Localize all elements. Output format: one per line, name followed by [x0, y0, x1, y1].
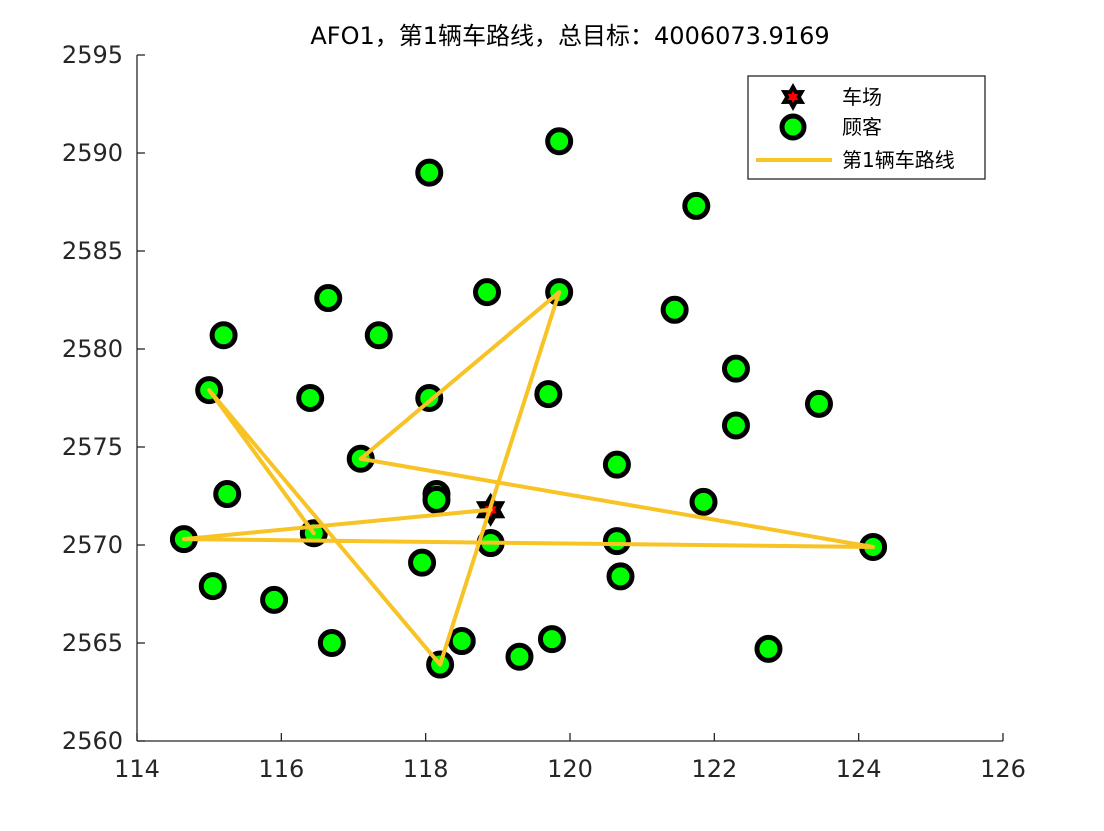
customer-point	[422, 485, 451, 514]
customer-point	[602, 450, 631, 479]
customer-point	[689, 487, 718, 516]
customer-point	[408, 548, 437, 577]
customer-point	[682, 191, 711, 220]
customer-point	[721, 354, 750, 383]
customer-point	[415, 158, 444, 187]
customer-point	[314, 284, 343, 313]
y-tick-label: 2565	[62, 629, 123, 657]
plot-area	[169, 127, 888, 679]
y-tick-label: 2595	[62, 41, 123, 69]
customer-point	[804, 389, 833, 418]
x-tick-label: 116	[258, 755, 304, 783]
customer-point	[754, 634, 783, 663]
customer-point	[602, 527, 631, 556]
legend-label: 车场	[842, 85, 882, 109]
x-tick-label: 118	[403, 755, 449, 783]
x-tick-label: 124	[836, 755, 882, 783]
legend-depot-marker-center	[787, 91, 799, 103]
customer-point	[537, 625, 566, 654]
customer-point	[534, 380, 563, 409]
customer-point	[660, 295, 689, 324]
customer-point	[721, 411, 750, 440]
customer-point	[317, 629, 346, 657]
legend-customer-marker	[779, 113, 807, 141]
customer-point	[505, 642, 534, 671]
customer-point	[209, 321, 238, 350]
axes: 114 116 118 120 122 124 126 2560 2565 2570 2575 258…	[62, 41, 1026, 783]
customer-point	[198, 572, 227, 601]
customer-point	[473, 278, 502, 307]
y-tick-label: 2560	[62, 727, 123, 755]
customer-point	[296, 384, 325, 412]
legend-label: 第1辆车路线	[842, 148, 955, 172]
customer-point	[364, 321, 393, 350]
y-tick-label: 2590	[62, 139, 123, 167]
route-line	[181, 290, 876, 667]
x-tick-label: 126	[980, 755, 1026, 783]
customer-point	[545, 127, 574, 156]
y-tick-label: 2575	[62, 433, 123, 461]
customer-point	[260, 585, 289, 614]
customer-point	[606, 562, 635, 591]
x-tick-label: 122	[691, 755, 737, 783]
y-tick-label: 2585	[62, 237, 123, 265]
chart-title: AFO1，第1辆车路线，总目标：4006073.9169	[310, 22, 829, 50]
customer-point	[213, 480, 242, 509]
y-tick-label: 2580	[62, 335, 123, 363]
customer-point	[447, 627, 476, 656]
legend-label: 顾客	[842, 115, 882, 139]
x-tick-label: 120	[547, 755, 593, 783]
x-tick-label: 114	[114, 755, 160, 783]
y-tick-label: 2570	[62, 531, 123, 559]
